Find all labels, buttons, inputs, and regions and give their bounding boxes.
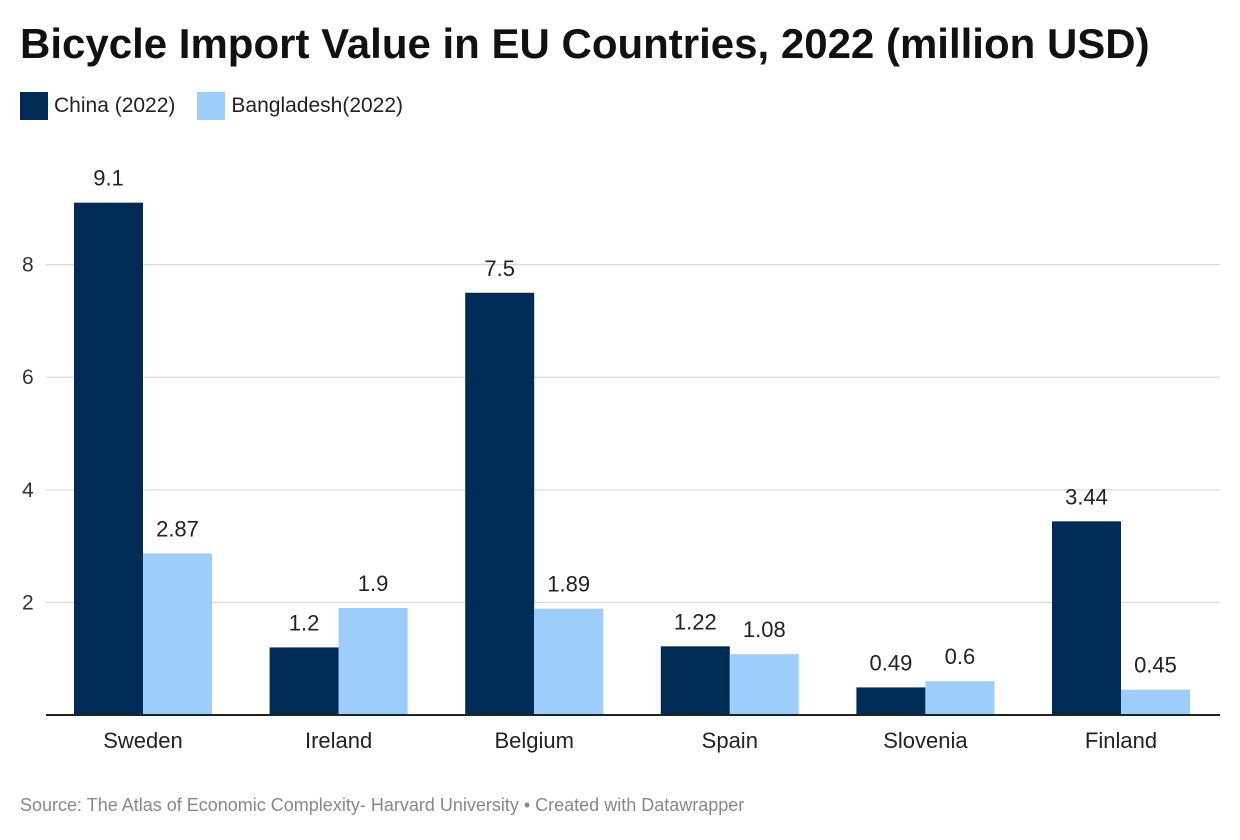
chart-title: Bicycle Import Value in EU Countries, 20… — [20, 20, 1150, 67]
value-label-sweden-bangladesh: 2.87 — [156, 516, 199, 541]
y-tick-label-6: 6 — [22, 366, 34, 389]
value-label-ireland-china: 1.2 — [289, 610, 320, 635]
bar-ireland-china — [269, 647, 339, 715]
value-label-slovenia-china: 0.49 — [869, 650, 912, 675]
bar-finland-china — [1052, 521, 1121, 715]
x-category-label-finland: Finland — [1085, 728, 1157, 753]
legend-label-china: China (2022) — [54, 94, 176, 117]
legend-item-china: China (2022) — [20, 92, 175, 120]
value-label-slovenia-bangladesh: 0.6 — [945, 644, 976, 669]
value-label-spain-china: 1.22 — [674, 609, 717, 634]
x-category-label-belgium: Belgium — [494, 728, 573, 753]
value-label-belgium-china: 7.5 — [484, 256, 515, 281]
value-label-finland-china: 3.44 — [1065, 484, 1108, 509]
x-category-label-ireland: Ireland — [305, 728, 372, 753]
bar-finland-bangladesh — [1121, 689, 1190, 715]
bar-spain-china — [660, 646, 730, 715]
bar-sweden-china — [74, 202, 143, 716]
y-tick-label-8: 8 — [22, 254, 34, 277]
chart-legend: China (2022) Bangladesh(2022) — [20, 92, 425, 120]
value-label-belgium-bangladesh: 1.89 — [547, 572, 590, 597]
legend-swatch-bangladesh — [197, 92, 226, 120]
bar-spain-bangladesh — [729, 654, 799, 715]
bar-belgium-bangladesh — [534, 608, 604, 715]
source-note: Source: The Atlas of Economic Complexity… — [20, 795, 745, 815]
value-label-finland-bangladesh: 0.45 — [1134, 653, 1177, 678]
y-tick-label-2: 2 — [22, 591, 34, 614]
legend-swatch-china — [20, 92, 48, 120]
bar-slovenia-bangladesh — [925, 681, 995, 715]
value-label-spain-bangladesh: 1.08 — [743, 617, 786, 642]
legend-label-bangladesh: Bangladesh(2022) — [231, 94, 404, 117]
value-label-sweden-china: 9.1 — [93, 166, 124, 191]
y-tick-label-4: 4 — [22, 479, 34, 502]
bar-sweden-bangladesh — [143, 553, 212, 715]
legend-item-bangladesh: Bangladesh(2022) — [197, 92, 403, 120]
x-category-label-slovenia: Slovenia — [883, 728, 968, 753]
bar-ireland-bangladesh — [338, 608, 408, 715]
bar-belgium-china — [465, 292, 535, 715]
bar-slovenia-china — [856, 687, 926, 715]
x-category-label-sweden: Sweden — [103, 728, 183, 753]
value-label-ireland-bangladesh: 1.9 — [358, 571, 389, 596]
x-category-label-spain: Spain — [702, 728, 758, 753]
